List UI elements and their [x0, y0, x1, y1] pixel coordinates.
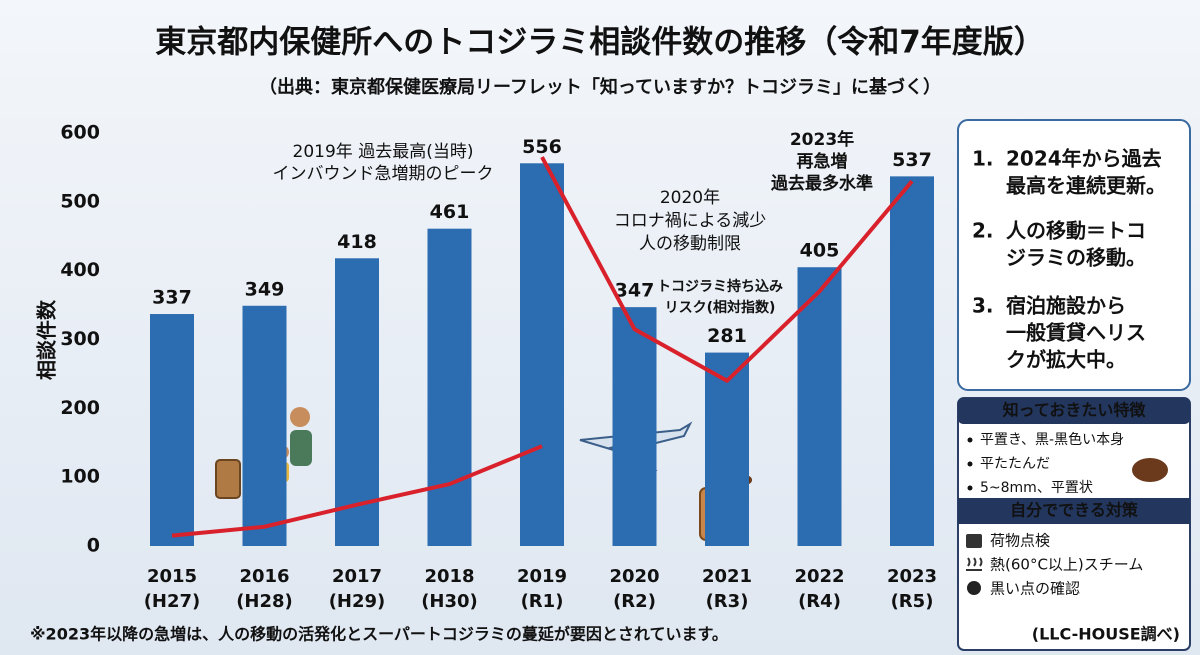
y-tick-label: 400	[60, 259, 100, 281]
value-label: 337	[152, 287, 192, 309]
title: 東京都内保健所へのトコジラミ相談件数の推移（令和7年度版）	[155, 25, 1045, 61]
x-tick-label: 2018	[424, 566, 474, 587]
feature-item: 平置き、黒-黒色い本身	[980, 431, 1124, 448]
y-tick-label: 0	[87, 535, 100, 557]
measure-icons	[966, 534, 983, 595]
bullet	[967, 485, 973, 491]
value-label: 556	[522, 136, 562, 158]
bar	[150, 314, 194, 546]
x-tick-label: 2020	[609, 566, 659, 587]
value-label: 281	[707, 325, 747, 347]
bullet	[967, 437, 973, 443]
measure-item: 黒い点の確認	[990, 580, 1080, 598]
risk-label: リスク(相対指数)	[665, 299, 776, 316]
annotation: インバウンド急増期のピーク	[273, 164, 494, 184]
x-tick-sublabel: (R2)	[613, 591, 656, 612]
x-tick-label: 2017	[332, 566, 382, 587]
x-tick-sublabel: (R4)	[798, 591, 841, 612]
bar	[705, 352, 749, 546]
value-label: 405	[800, 240, 840, 262]
bar	[612, 307, 657, 546]
x-tick-sublabel: (H28)	[236, 591, 293, 612]
y-axis-label: 相談件数	[35, 299, 59, 380]
measure-item: 熱(60°C以上)スチーム	[990, 556, 1143, 574]
item-text: 一般賃貸へリス	[1006, 321, 1146, 345]
item-text: 2024年から過去	[1006, 147, 1162, 171]
bar	[242, 305, 287, 546]
annotation: 2020年	[660, 188, 720, 208]
side-panel	[957, 119, 1191, 391]
x-tick-sublabel: (H29)	[329, 591, 386, 612]
bar	[890, 176, 934, 547]
x-tick-label: 2021	[702, 566, 752, 587]
x-tick-label: 2023	[887, 566, 937, 587]
annotation: 過去最多水準	[771, 173, 873, 194]
item-text: 人の移動＝トコ	[1006, 219, 1146, 243]
item-number: 1.	[972, 147, 994, 171]
risk-label: トコジラミ持ち込み	[657, 278, 783, 295]
x-tick-sublabel: (R1)	[521, 591, 564, 612]
item-text: 最高を連続更新。	[1006, 174, 1166, 198]
bar	[427, 228, 472, 546]
y-tick-label: 100	[60, 466, 100, 488]
feature-item: 平たたんだ	[980, 456, 1050, 472]
y-tick-label: 600	[60, 122, 100, 144]
features-header	[958, 398, 1190, 424]
risk-line	[171, 444, 543, 538]
y-tick-label: 300	[60, 328, 100, 350]
feature-item: 5~8mm、平置状	[980, 480, 1093, 496]
x-tick-sublabel: (R3)	[706, 591, 749, 612]
annotation: コロナ禍による減少	[614, 211, 767, 231]
value-label: 349	[245, 278, 285, 300]
x-tick-label: 2019	[517, 566, 567, 587]
bullet	[967, 461, 973, 467]
y-tick-label: 200	[60, 397, 100, 419]
value-label: 418	[337, 231, 377, 253]
annotation: 人の移動制限	[639, 234, 741, 254]
item-number: 3.	[972, 294, 994, 318]
measures-title: 自分でできる対策	[1010, 501, 1139, 520]
risk-line	[540, 156, 914, 383]
item-text: クが拡大中。	[1006, 348, 1126, 372]
bar	[797, 267, 842, 546]
x-tick-label: 2016	[239, 566, 289, 587]
source: (LLC-HOUSE調べ)	[1032, 625, 1180, 644]
bar	[335, 258, 379, 546]
item-number: 2.	[972, 219, 994, 243]
item-text: ジラミの移動。	[1006, 246, 1146, 270]
x-tick-sublabel: (R5)	[891, 591, 934, 612]
footnote: ※2023年以降の急増は、人の移動の活発化とスーパートコジラミの蔓延が要因とされ…	[30, 625, 728, 644]
bar	[520, 163, 564, 546]
value-label: 347	[615, 280, 655, 302]
annotation: 2023年	[790, 129, 854, 150]
value-label: 461	[430, 201, 470, 223]
x-tick-label: 2015	[147, 566, 197, 587]
item-text: 宿泊施設から	[1006, 294, 1126, 318]
annotation: 2019年 過去最高(当時)	[293, 142, 474, 162]
y-tick-label: 500	[60, 190, 100, 212]
x-tick-label: 2022	[794, 566, 844, 587]
measures-header	[958, 498, 1190, 524]
measure-item: 荷物点検	[990, 532, 1050, 550]
annotation: 再急増	[797, 151, 848, 172]
subtitle: （出典：東京都保健医療局リーフレット「知っていますか？トコジラミ」に基づく）	[259, 76, 941, 98]
x-tick-sublabel: (H27)	[144, 591, 201, 612]
value-label: 537	[892, 149, 932, 171]
features-title: 知っておきたい特徴	[1003, 401, 1147, 420]
x-tick-sublabel: (H30)	[421, 591, 478, 612]
